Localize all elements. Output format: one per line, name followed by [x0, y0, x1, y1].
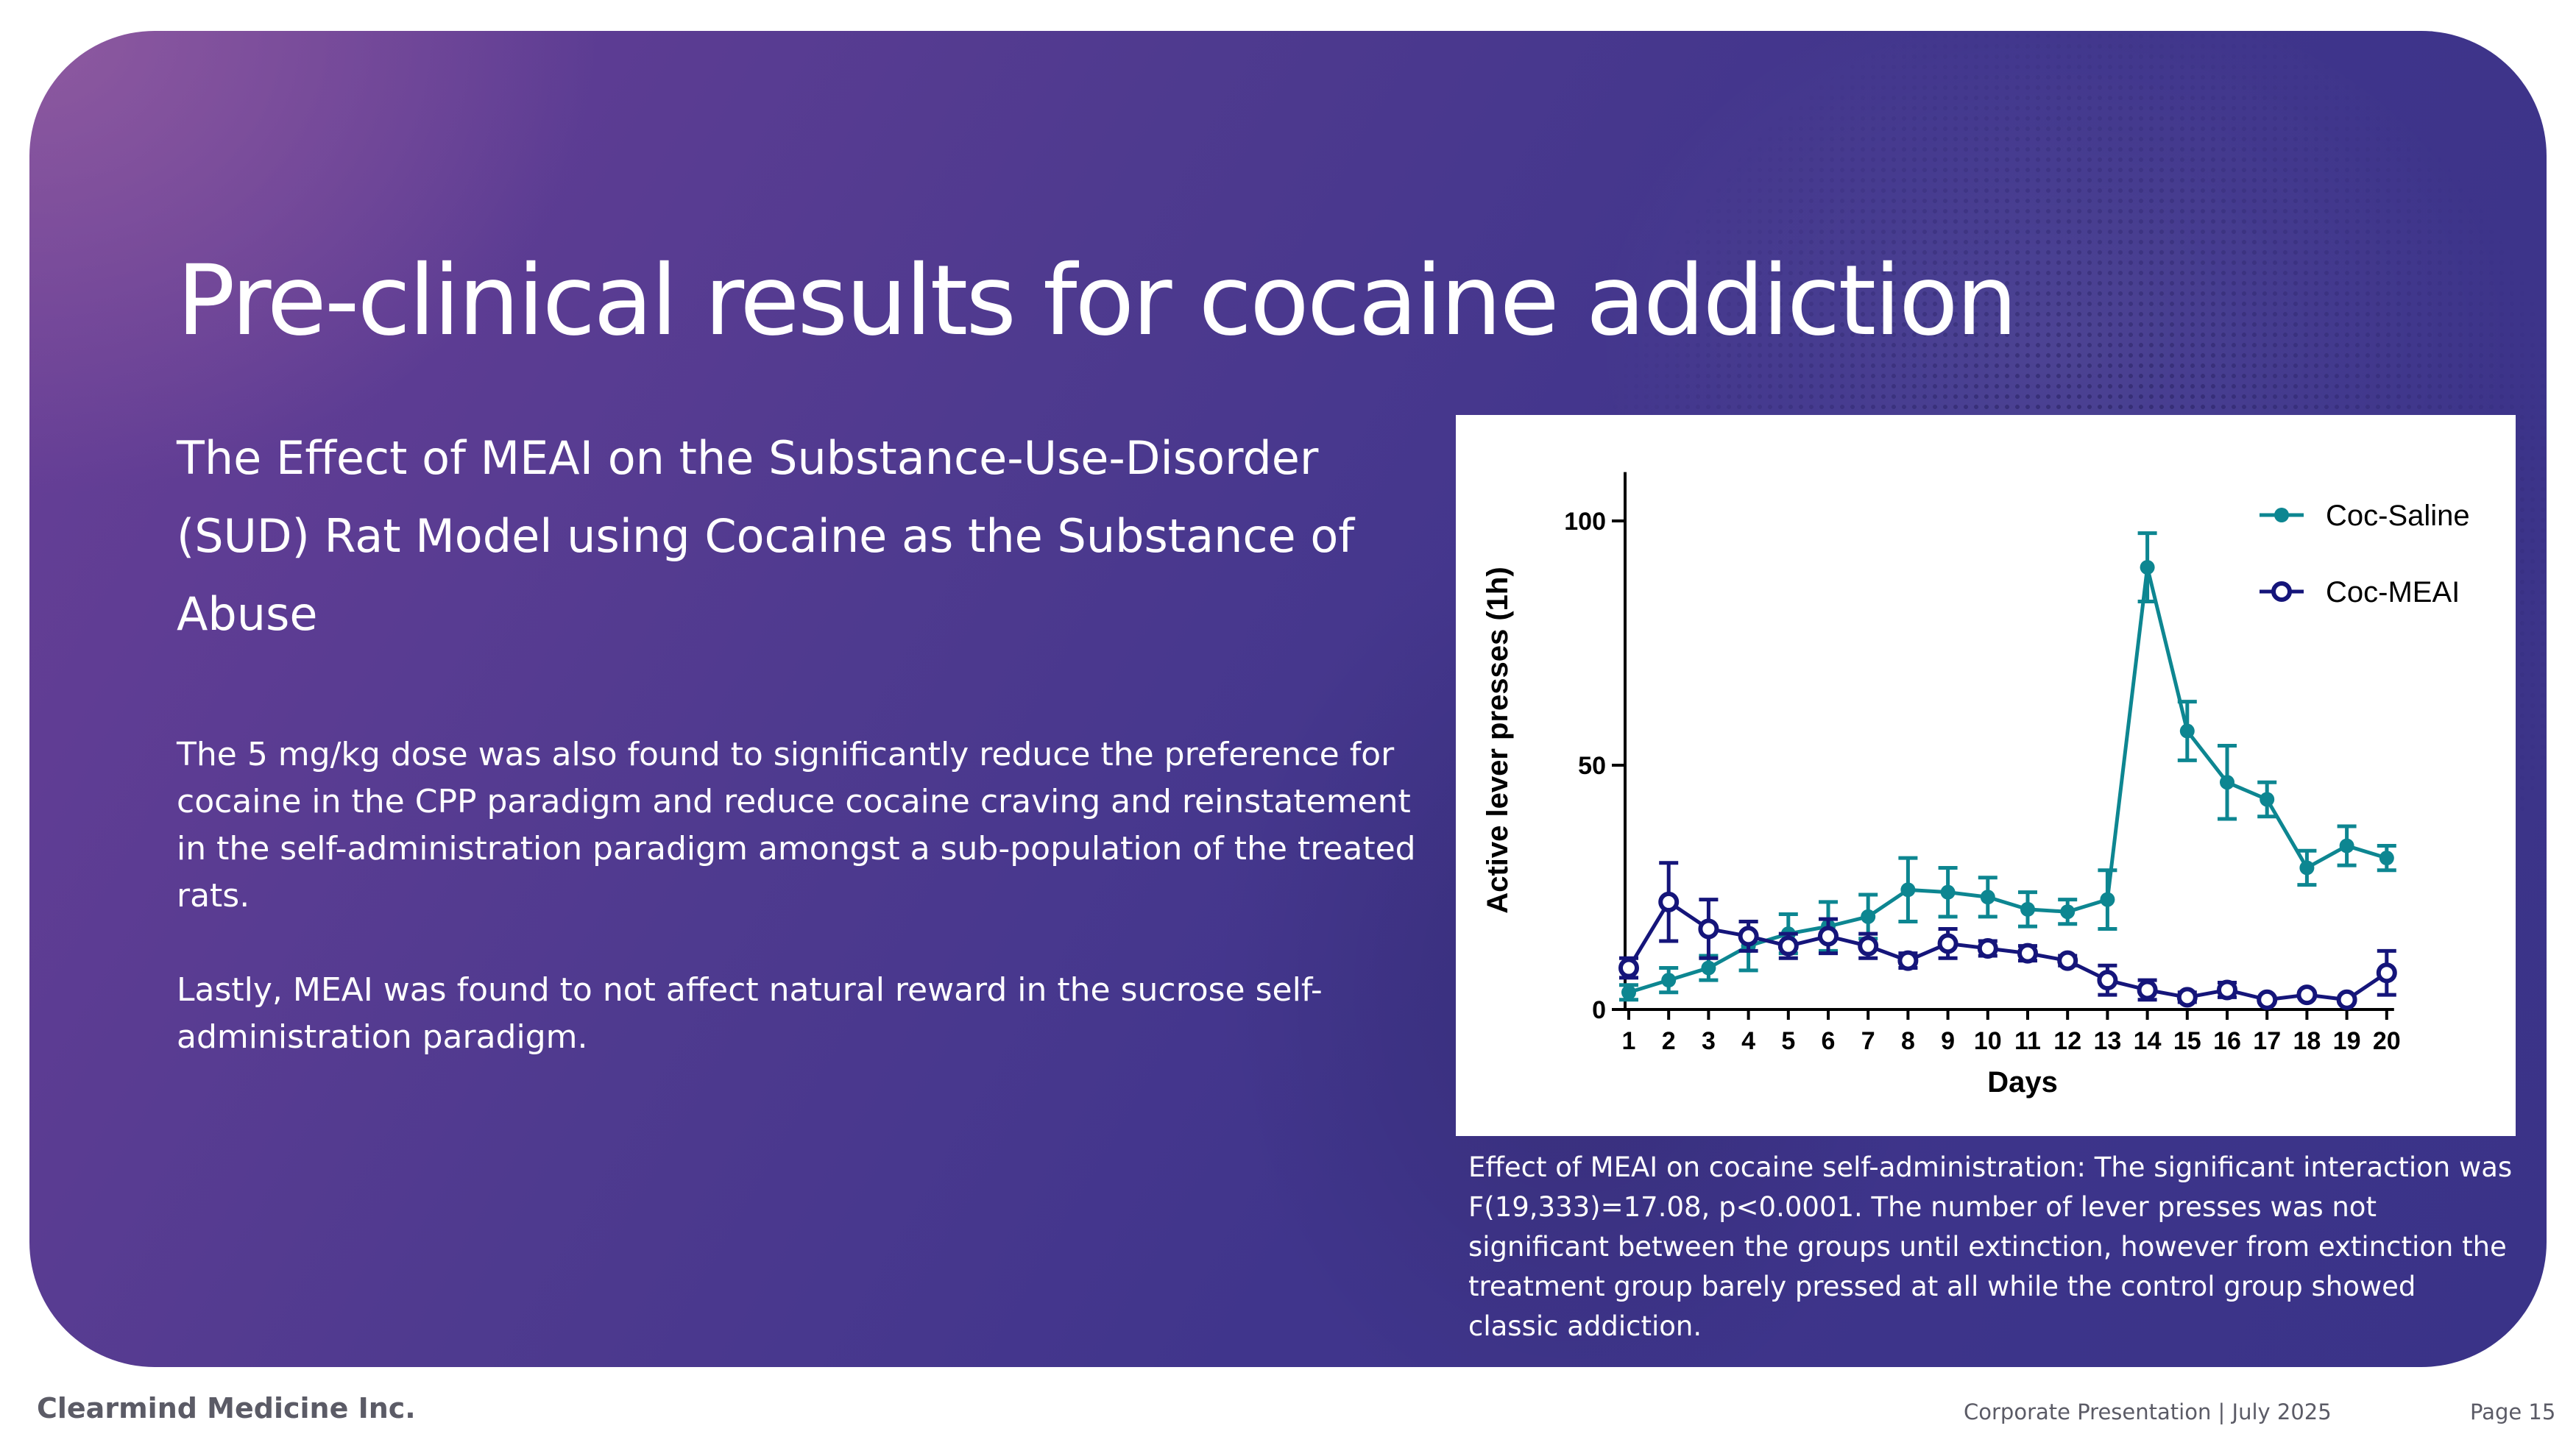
data-point: [1937, 933, 1958, 954]
x-tick-label: 12: [2053, 1027, 2081, 1055]
x-tick-label: 6: [1822, 1027, 1836, 1055]
x-tick-label: 4: [1741, 1027, 1755, 1055]
data-point: [1818, 926, 1839, 947]
data-point: [2140, 560, 2155, 575]
x-tick-label: 11: [2014, 1027, 2041, 1055]
x-tick-label: 14: [2134, 1027, 2162, 1055]
x-tick-label: 19: [2333, 1027, 2361, 1055]
data-point: [1897, 950, 1919, 971]
data-point: [1661, 973, 1677, 988]
data-point: [2057, 950, 2078, 971]
legend-marker: [2271, 581, 2292, 602]
slide-title: Pre-clinical results for cocaine addicti…: [177, 244, 2017, 358]
data-point: [1701, 960, 1716, 976]
data-point: [2137, 979, 2158, 1001]
data-point: [1977, 938, 1998, 959]
data-point: [2296, 984, 2318, 1006]
x-axis-title: Days: [1987, 1066, 2058, 1099]
data-point: [1940, 884, 1956, 900]
data-point: [1618, 957, 1639, 979]
data-point: [1980, 890, 1995, 905]
x-tick-label: 2: [1662, 1027, 1676, 1055]
x-tick-label: 5: [1781, 1027, 1795, 1055]
data-point: [2339, 838, 2354, 853]
x-tick-label: 1: [1622, 1027, 1636, 1055]
y-tick-label: 100: [1564, 508, 1606, 536]
x-tick-label: 13: [2093, 1027, 2121, 1055]
x-tick-label: 17: [2253, 1027, 2281, 1055]
chart-caption: Effect of MEAI on cocaine self-administr…: [1468, 1151, 2513, 1342]
data-point: [1658, 891, 1680, 912]
x-tick-label: 18: [2293, 1027, 2321, 1055]
data-point: [2060, 904, 2076, 920]
x-tick-label: 10: [1974, 1027, 2002, 1055]
body-paragraph-1: The 5 mg/kg dose was also found to signi…: [177, 736, 1416, 915]
legend-label: Coc-Saline: [2326, 500, 2470, 532]
data-point: [2299, 860, 2315, 876]
x-tick-label: 9: [1941, 1027, 1955, 1055]
data-point: [2376, 962, 2397, 984]
x-tick-label: 20: [2373, 1027, 2401, 1055]
data-point: [1777, 935, 1799, 957]
chart-panel: Active lever presses (1h) Days 0 50 100 1 2 3…: [1456, 415, 2516, 1136]
y-tick-label: 50: [1578, 752, 1606, 780]
footer-presentation-info: Corporate Presentation | July 2025: [1964, 1399, 2332, 1424]
data-point: [2097, 970, 2118, 991]
data-point: [1858, 935, 1879, 957]
data-point: [2176, 987, 2198, 1008]
data-point: [2220, 775, 2234, 790]
x-tick-label: 3: [1702, 1027, 1716, 1055]
slide-subtitle: The Effect of MEAI on the Substance-Use-…: [177, 431, 1355, 641]
data-point: [1861, 909, 1876, 924]
legend-marker: [2274, 508, 2289, 522]
data-point: [2020, 901, 2035, 917]
x-tick-label: 8: [1901, 1027, 1915, 1055]
data-point: [2100, 892, 2115, 907]
y-tick-label: 0: [1592, 996, 1606, 1024]
data-point: [1900, 882, 1916, 898]
footer-page-number: Page 15: [2470, 1399, 2556, 1424]
x-tick-label: 16: [2213, 1027, 2241, 1055]
footer-company-name: Clearmind Medicine Inc.: [37, 1392, 416, 1424]
data-point: [1621, 984, 1636, 1000]
x-tick-label: 7: [1861, 1027, 1875, 1055]
data-point: [2179, 723, 2195, 739]
data-point: [2260, 792, 2275, 807]
y-axis-title: Active lever presses (1h): [1482, 567, 1514, 913]
data-point: [2257, 989, 2278, 1010]
data-point: [2379, 851, 2394, 866]
legend-label: Coc-MEAI: [2326, 576, 2460, 608]
x-tick-label: 15: [2173, 1027, 2201, 1055]
data-point: [2336, 989, 2357, 1010]
slide-background: Pre-clinical results for cocaine addicti…: [29, 31, 2547, 1367]
data-point: [1738, 926, 1759, 947]
body-paragraph-2: Lastly, MEAI was found to not affect nat…: [177, 971, 1323, 1056]
data-point: [1698, 918, 1719, 940]
data-point: [2217, 979, 2237, 1001]
data-point: [2017, 943, 2038, 964]
